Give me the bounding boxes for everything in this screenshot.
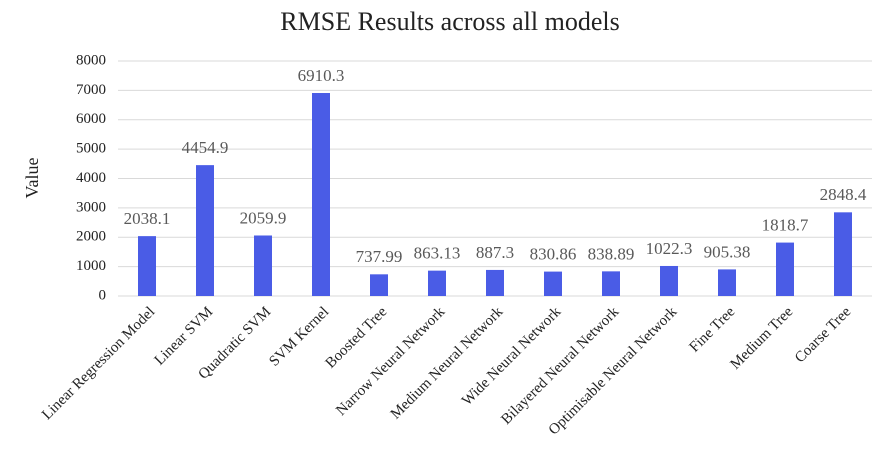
data-label: 830.86: [530, 244, 577, 263]
data-label: 863.13: [414, 244, 461, 263]
bar: [544, 271, 562, 296]
x-tick-label: Coarse Tree: [792, 304, 855, 367]
y-tick-label: 8000: [76, 52, 106, 68]
y-tick-label: 1000: [76, 258, 106, 274]
data-label: 2848.4: [820, 185, 867, 204]
data-label: 2038.1: [124, 209, 171, 228]
bar: [254, 235, 272, 296]
data-label: 838.89: [588, 244, 635, 263]
bar: [718, 269, 736, 296]
bar: [138, 236, 156, 296]
data-label: 2059.9: [240, 208, 287, 227]
x-tick-label: Wide Neural Network: [459, 304, 564, 409]
bar: [486, 269, 504, 296]
x-tick-label: Narrow Neural Network: [333, 304, 448, 419]
data-label: 4454.9: [182, 138, 229, 157]
x-tick-label: Bilayered Neural Network: [498, 304, 622, 428]
chart-title: RMSE Results across all models: [280, 7, 619, 36]
x-tick-label: Fine Tree: [687, 304, 739, 356]
y-tick-label: 0: [99, 287, 107, 303]
x-tick-label: Linear SVM: [152, 304, 217, 369]
bar: [428, 270, 446, 296]
y-tick-label: 3000: [76, 199, 106, 215]
y-axis-label: Value: [22, 157, 42, 198]
x-tick-label: Medium Tree: [727, 304, 796, 373]
bar: [370, 274, 388, 296]
y-tick-label: 2000: [76, 229, 106, 245]
y-tick-label: 5000: [76, 141, 106, 157]
data-label: 6910.3: [298, 66, 345, 85]
x-tick-label: Linear Regression Model: [39, 304, 158, 423]
data-label: 887.3: [476, 243, 514, 262]
y-tick-label: 6000: [76, 111, 106, 127]
bar: [660, 265, 678, 296]
data-label: 737.99: [356, 247, 403, 266]
data-label: 1022.3: [646, 239, 693, 258]
x-tick-label: Medium Neural Network: [388, 304, 507, 423]
bar: [834, 212, 852, 296]
bar: [312, 93, 330, 296]
y-tick-label: 4000: [76, 170, 106, 186]
bar: [196, 165, 214, 296]
bar: [602, 271, 620, 296]
data-label: 1818.7: [762, 215, 809, 234]
data-label: 905.38: [704, 242, 751, 261]
y-tick-label: 7000: [76, 82, 106, 98]
bar: [776, 242, 794, 296]
